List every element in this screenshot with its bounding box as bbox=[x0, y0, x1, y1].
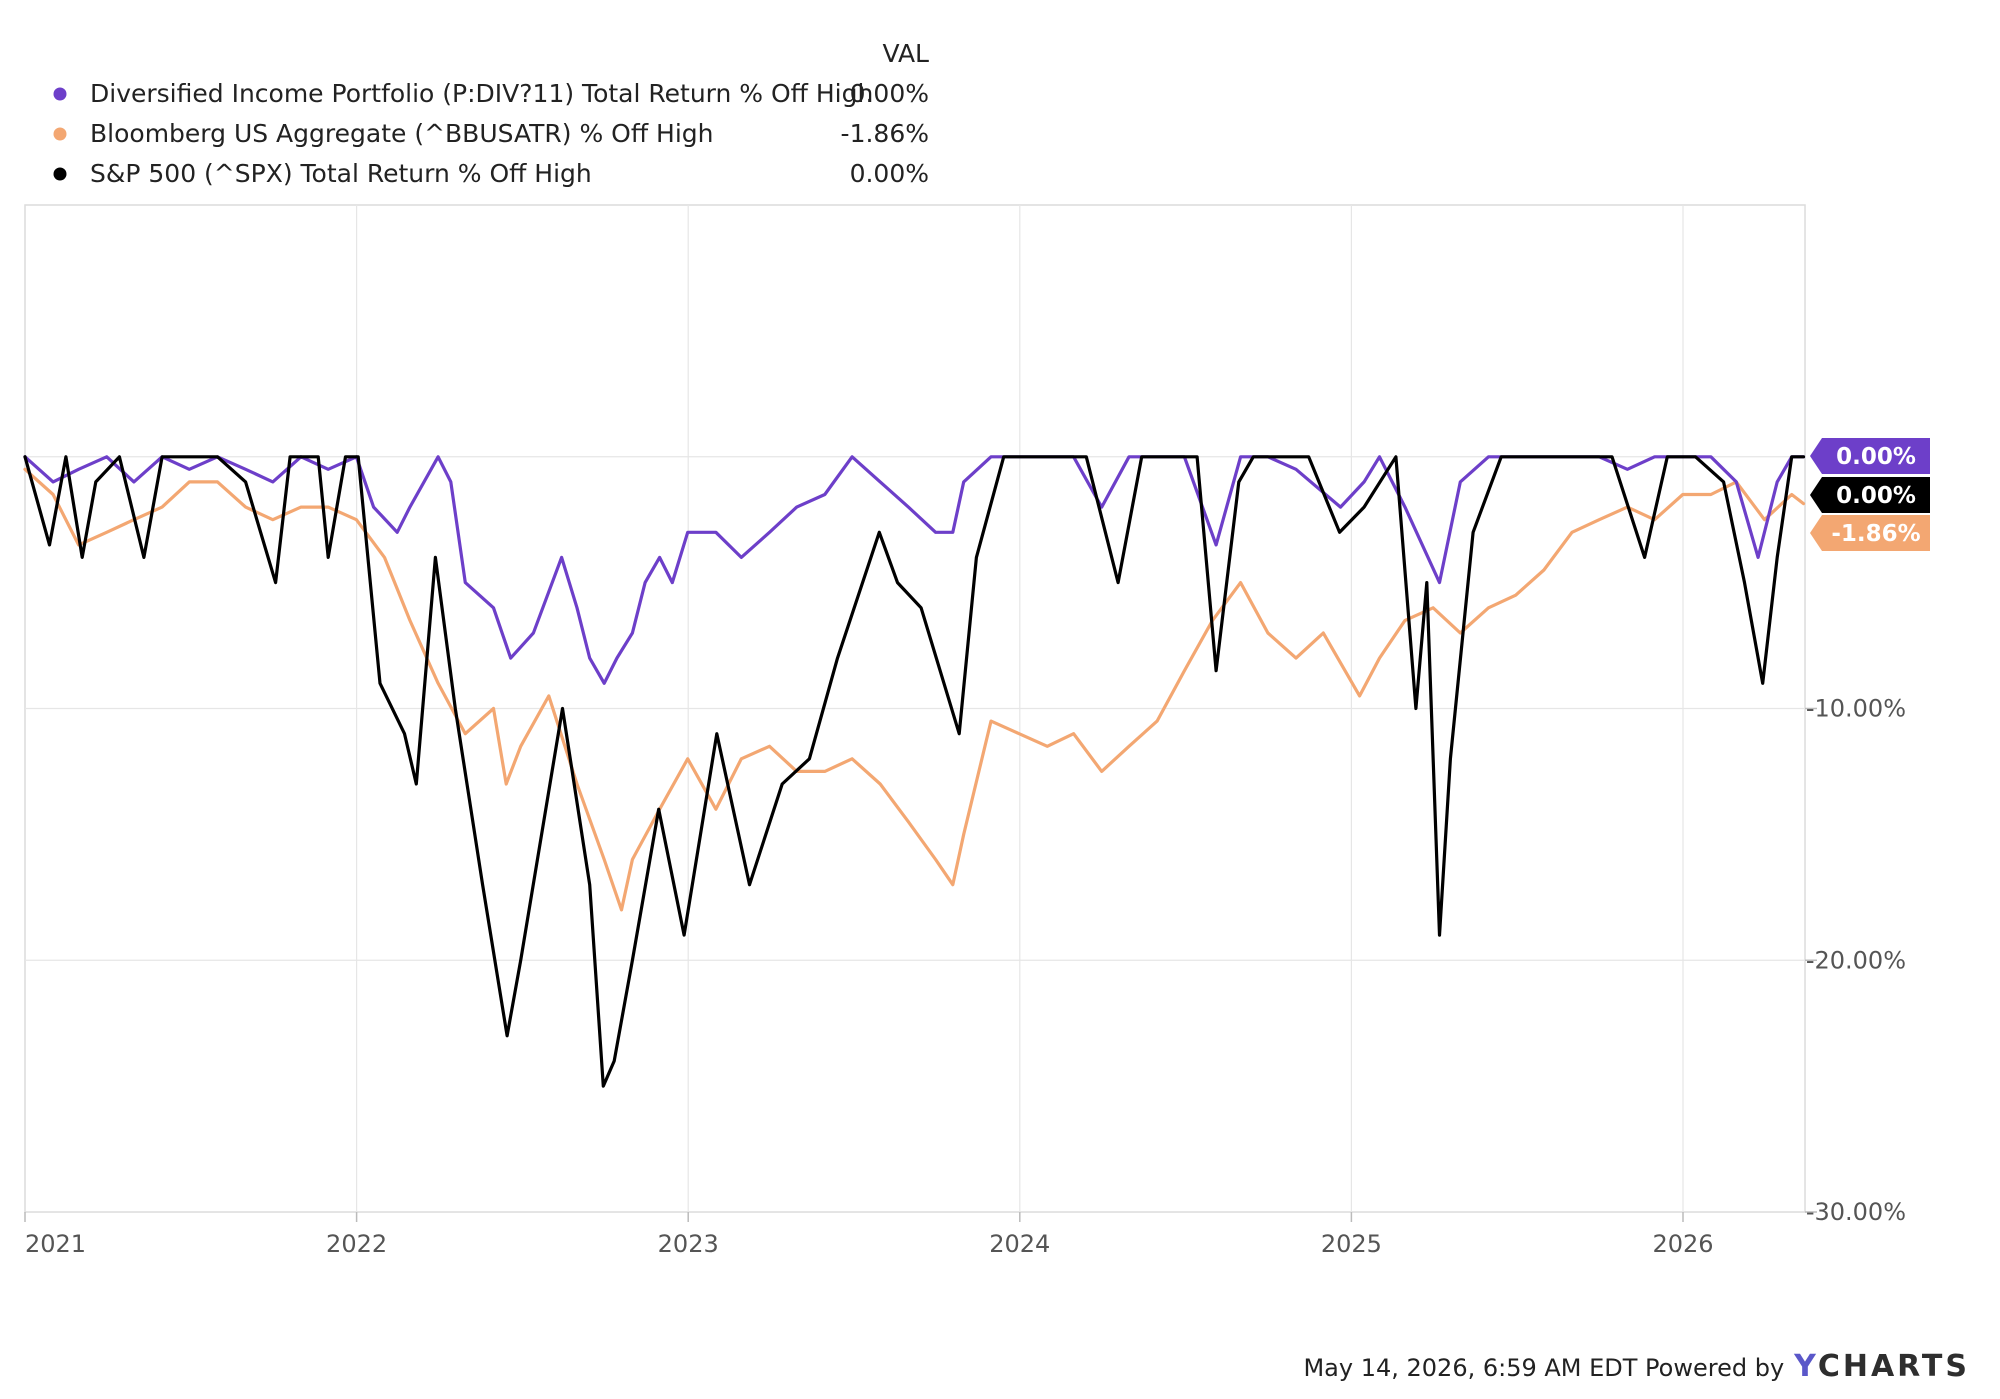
end-badge-spx: 0.00% bbox=[1810, 477, 1930, 513]
legend-label-spx: S&P 500 (^SPX) Total Return % Off High bbox=[90, 159, 592, 188]
x-tick-label: 2021 bbox=[25, 1230, 86, 1258]
ycharts-logo-y: Y bbox=[1794, 1349, 1818, 1384]
legend-label-portfolio: Diversified Income Portfolio (P:DIV?11) … bbox=[90, 79, 873, 108]
legend-marker-agg bbox=[53, 127, 67, 141]
y-axis: -10.00% -20.00% -30.00% bbox=[1805, 695, 1906, 1226]
badge-shape bbox=[1810, 515, 1930, 551]
legend-marker-spx bbox=[53, 167, 67, 181]
y-tick-label: -20.00% bbox=[1806, 946, 1906, 974]
ycharts-logo-text: CHARTS bbox=[1817, 1349, 1970, 1384]
legend-value-spx: 0.00% bbox=[850, 159, 929, 188]
legend-value-agg: -1.86% bbox=[841, 119, 929, 148]
series-lines bbox=[23, 455, 1806, 1088]
y-tick-label: -10.00% bbox=[1806, 695, 1906, 723]
legend-marker-portfolio bbox=[53, 87, 67, 101]
badge-label: -1.86% bbox=[1831, 521, 1920, 547]
ycharts-logo[interactable]: YCHARTS bbox=[1794, 1349, 1970, 1384]
end-badge-agg: -1.86% bbox=[1810, 515, 1930, 551]
legend-value-portfolio: 0.00% bbox=[850, 79, 929, 108]
x-tick-label: 2022 bbox=[326, 1230, 387, 1258]
legend: VAL Diversified Income Portfolio (P:DIV?… bbox=[53, 39, 929, 188]
y-tick-label: -30.00% bbox=[1806, 1198, 1906, 1226]
badge-shape bbox=[1810, 438, 1930, 474]
x-tick-label: 2023 bbox=[658, 1230, 719, 1258]
x-axis: 2021 2022 2023 2024 2025 2026 bbox=[24, 1212, 1714, 1258]
legend-label-agg: Bloomberg US Aggregate (^BBUSATR) % Off … bbox=[90, 119, 713, 148]
series-line-spx bbox=[23, 455, 1806, 1088]
badge-label: 0.00% bbox=[1836, 483, 1916, 509]
x-tick-label: 2026 bbox=[1652, 1230, 1713, 1258]
footer: May 14, 2026, 6:59 AM EDT Powered by YCH… bbox=[1303, 1349, 1970, 1384]
end-badge-portfolio: 0.00% bbox=[1810, 438, 1930, 474]
footer-timestamp: May 14, 2026, 6:59 AM EDT Powered by bbox=[1303, 1354, 1785, 1382]
end-value-badges: 0.00% 0.00% -1.86% bbox=[1810, 438, 1930, 551]
badge-shape bbox=[1810, 477, 1930, 513]
legend-val-header: VAL bbox=[882, 39, 929, 68]
x-tick-label: 2025 bbox=[1321, 1230, 1382, 1258]
x-tick-label: 2024 bbox=[989, 1230, 1050, 1258]
badge-label: 0.00% bbox=[1836, 444, 1916, 470]
